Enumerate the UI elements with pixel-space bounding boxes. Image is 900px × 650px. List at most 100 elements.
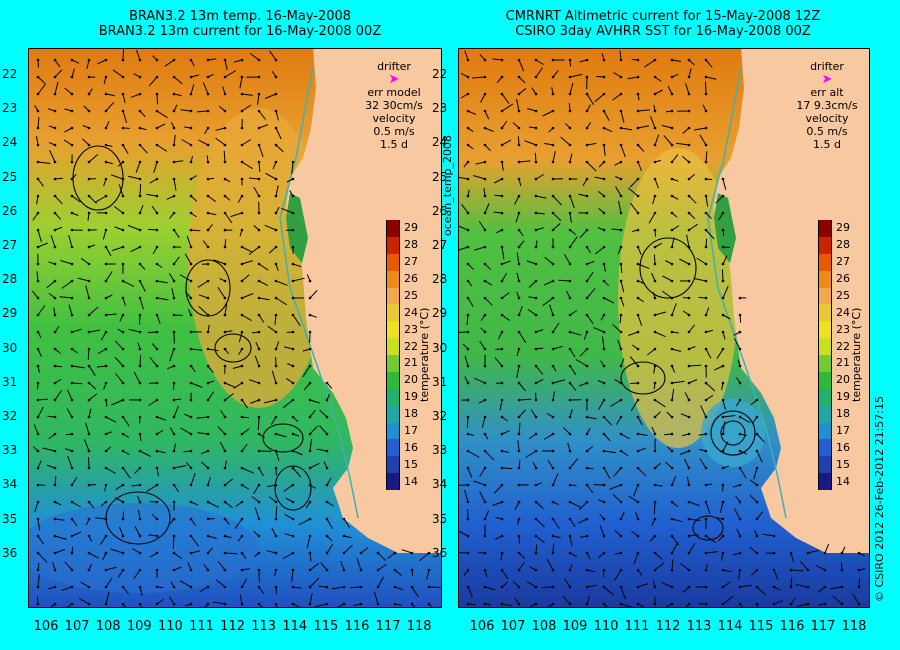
current-arrow-dot — [755, 483, 759, 487]
current-arrow-dot — [721, 228, 725, 232]
current-arrow — [49, 149, 56, 163]
current-arrow — [219, 441, 226, 452]
current-arrow-dot — [823, 602, 827, 606]
current-arrow-dot — [602, 534, 606, 538]
current-arrow-dot — [585, 534, 589, 538]
current-arrow-dot — [87, 143, 91, 147]
current-arrow-dot — [619, 602, 623, 606]
current-arrow-dot — [534, 92, 538, 96]
current-arrow-dot — [189, 58, 193, 62]
current-arrow — [46, 280, 56, 289]
current-arrow-dot — [376, 568, 380, 572]
current-arrow-dot — [602, 160, 606, 164]
current-arrow-dot — [87, 194, 91, 198]
colorbar-tick-label: 25 — [836, 288, 850, 302]
current-arrow-dot — [551, 415, 555, 419]
left-map-svg — [28, 48, 442, 608]
current-arrow-dot — [121, 75, 125, 79]
current-arrow — [274, 314, 277, 325]
current-arrow-dot — [534, 568, 538, 572]
current-arrow-dot — [274, 347, 278, 351]
current-arrow-dot — [772, 534, 776, 538]
current-arrow — [568, 103, 571, 112]
current-arrow-dot — [70, 211, 74, 215]
current-arrow — [518, 306, 523, 316]
current-arrow-dot — [427, 568, 431, 572]
current-arrow — [648, 212, 656, 224]
current-arrow-dot — [308, 602, 312, 606]
current-arrow — [309, 462, 320, 469]
current-arrow-dot — [274, 313, 278, 317]
current-arrow — [100, 331, 107, 341]
current-arrow — [68, 234, 73, 248]
latitude-label: 26 — [432, 203, 448, 218]
current-arrow — [653, 254, 656, 265]
current-arrow-dot — [240, 194, 244, 198]
current-arrow — [494, 357, 503, 367]
longitude-label: 115 — [313, 619, 339, 634]
current-arrow-dot — [240, 160, 244, 164]
current-arrow-dot — [466, 160, 470, 164]
current-arrow-dot — [223, 534, 227, 538]
colorbar-tick-label: 26 — [836, 272, 850, 286]
current-arrow-dot — [274, 228, 278, 232]
current-arrow-dot — [308, 483, 312, 487]
current-arrow-dot — [87, 109, 91, 113]
current-arrow-dot — [104, 313, 108, 317]
current-arrow — [241, 314, 252, 322]
current-arrow — [699, 458, 707, 469]
current-arrow-dot — [653, 143, 657, 147]
current-arrow-dot — [483, 177, 487, 181]
current-arrow — [549, 304, 554, 316]
current-arrow — [665, 461, 673, 469]
current-arrow — [86, 59, 90, 69]
current-arrow-dot — [534, 330, 538, 334]
current-arrow — [282, 552, 294, 560]
current-arrow-dot — [325, 398, 329, 402]
current-arrow-dot — [70, 585, 74, 589]
latitude-label: 22 — [432, 67, 448, 81]
current-arrow-dot — [636, 262, 640, 266]
current-arrow — [738, 569, 741, 580]
current-arrow — [283, 484, 294, 492]
current-arrow-dot — [155, 211, 159, 215]
current-arrow — [340, 561, 345, 571]
colorbar-swatch — [386, 405, 400, 423]
longitude-label: 112 — [220, 619, 245, 634]
longitude-label: 109 — [126, 619, 152, 634]
current-arrow-dot — [342, 534, 346, 538]
current-arrow — [705, 501, 711, 515]
current-arrow-dot — [721, 211, 725, 215]
current-arrow-dot — [551, 194, 555, 198]
current-arrow-dot — [206, 585, 210, 589]
current-arrow-dot — [687, 602, 691, 606]
current-arrow-dot — [87, 415, 91, 419]
current-arrow — [516, 365, 520, 378]
current-arrow — [569, 82, 574, 95]
current-arrow-dot — [155, 143, 159, 147]
current-arrow-dot — [517, 347, 521, 351]
colorbar-tick-label: 27 — [404, 255, 418, 269]
current-arrow-dot — [308, 568, 312, 572]
current-arrow-dot — [325, 500, 329, 504]
current-arrow-dot — [568, 534, 572, 538]
current-arrow — [199, 586, 209, 592]
current-arrow-dot — [206, 109, 210, 113]
current-arrow-dot — [53, 534, 57, 538]
current-arrow-dot — [857, 568, 861, 572]
current-arrow — [71, 501, 81, 508]
current-arrow-dot — [240, 262, 244, 266]
current-arrow-dot — [274, 551, 278, 555]
current-arrow-dot — [483, 160, 487, 164]
current-arrow — [148, 399, 158, 406]
current-arrow-dot — [257, 534, 261, 538]
current-arrow-dot — [636, 245, 640, 249]
current-arrow-dot — [87, 483, 91, 487]
current-arrow — [483, 188, 486, 197]
current-arrow — [37, 178, 44, 187]
current-arrow-dot — [240, 313, 244, 317]
current-arrow-dot — [585, 58, 589, 62]
current-arrow-dot — [687, 415, 691, 419]
current-arrow-dot — [87, 92, 91, 96]
current-arrow-dot — [138, 568, 142, 572]
